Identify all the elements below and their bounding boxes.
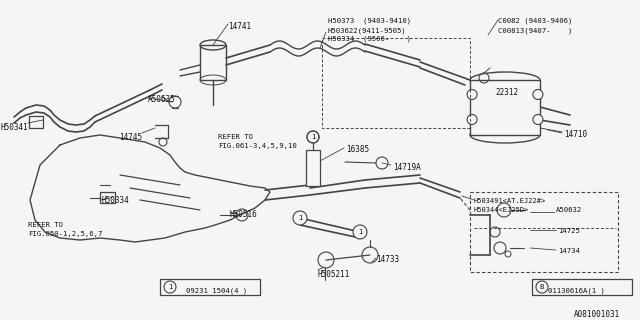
Bar bbox=[470, 192, 618, 272]
Text: 09231 1504(4 ): 09231 1504(4 ) bbox=[186, 288, 247, 294]
Text: H50341: H50341 bbox=[0, 123, 28, 132]
Text: 22312: 22312 bbox=[495, 88, 518, 97]
Text: H50516: H50516 bbox=[230, 210, 258, 219]
Text: 14719A: 14719A bbox=[393, 163, 420, 172]
Bar bbox=[160, 279, 260, 295]
Text: A081001031: A081001031 bbox=[573, 310, 620, 319]
Text: H503622(9411-9505): H503622(9411-9505) bbox=[328, 27, 407, 34]
Text: H50344<EJ25D>: H50344<EJ25D> bbox=[474, 207, 529, 213]
Text: 1: 1 bbox=[168, 284, 172, 290]
Circle shape bbox=[293, 211, 307, 225]
Text: 01130616A(1 ): 01130616A(1 ) bbox=[548, 288, 605, 294]
Circle shape bbox=[533, 90, 543, 100]
Bar bbox=[29, 116, 43, 128]
Circle shape bbox=[467, 115, 477, 124]
Text: REFER TO: REFER TO bbox=[218, 134, 253, 140]
Text: FIG.061-3,4,5,9,10: FIG.061-3,4,5,9,10 bbox=[218, 143, 297, 149]
Text: 16385: 16385 bbox=[346, 145, 369, 154]
Ellipse shape bbox=[470, 127, 540, 143]
Text: H50334: H50334 bbox=[101, 196, 129, 205]
Bar bbox=[100, 192, 115, 203]
Text: A50632: A50632 bbox=[556, 207, 582, 213]
Text: REFER TO: REFER TO bbox=[28, 222, 63, 228]
Text: 14734: 14734 bbox=[558, 248, 580, 254]
Ellipse shape bbox=[470, 72, 540, 88]
Text: 14725: 14725 bbox=[558, 228, 580, 234]
Bar bbox=[532, 279, 632, 295]
Circle shape bbox=[533, 115, 543, 124]
Bar bbox=[306, 150, 320, 186]
Circle shape bbox=[536, 281, 548, 293]
Text: C00813(9407-    ): C00813(9407- ) bbox=[498, 27, 572, 34]
Text: H503491<AT.EJ22#>: H503491<AT.EJ22#> bbox=[474, 198, 547, 204]
Text: C0082 (9403-9406): C0082 (9403-9406) bbox=[498, 18, 572, 25]
Text: H50373  (9403-9410): H50373 (9403-9410) bbox=[328, 18, 411, 25]
Text: FIG.050-1,2,5,6,7: FIG.050-1,2,5,6,7 bbox=[28, 231, 102, 237]
Text: 14745: 14745 bbox=[119, 133, 142, 142]
Circle shape bbox=[164, 281, 176, 293]
Text: 14741: 14741 bbox=[228, 22, 251, 31]
Circle shape bbox=[353, 225, 367, 239]
Text: A50635: A50635 bbox=[148, 95, 176, 104]
Text: 1: 1 bbox=[298, 215, 302, 221]
Text: H505211: H505211 bbox=[318, 270, 350, 279]
Text: H50334  (9506-    ): H50334 (9506- ) bbox=[328, 36, 411, 43]
Text: 1: 1 bbox=[311, 134, 315, 140]
Circle shape bbox=[497, 203, 511, 217]
Circle shape bbox=[307, 131, 319, 143]
Circle shape bbox=[467, 90, 477, 100]
Text: 14733: 14733 bbox=[376, 255, 399, 264]
Text: B: B bbox=[540, 284, 544, 290]
Bar bbox=[200, 45, 226, 80]
Text: 1: 1 bbox=[358, 229, 362, 235]
Text: 14710: 14710 bbox=[564, 130, 587, 139]
Bar bbox=[470, 80, 540, 135]
Bar bbox=[322, 38, 470, 128]
